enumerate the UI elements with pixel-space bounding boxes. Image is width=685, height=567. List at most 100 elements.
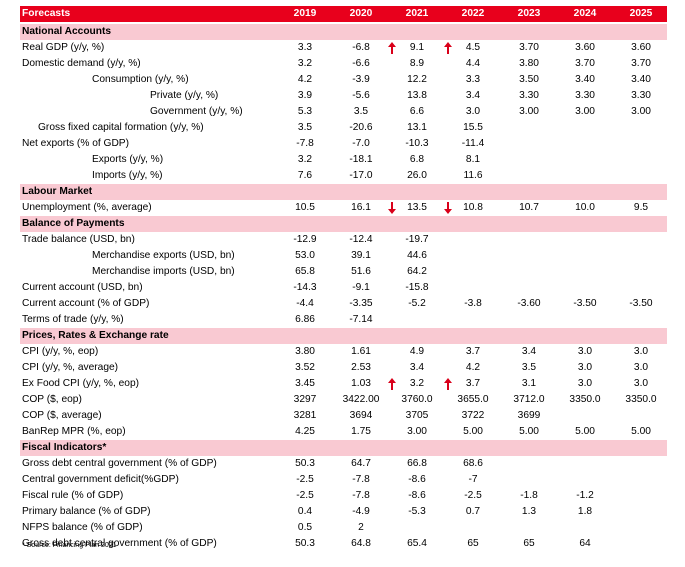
row-label: Fiscal rule (% of GDP) <box>22 490 124 501</box>
value-cell <box>445 520 501 536</box>
year-header: 2021 <box>405 8 429 19</box>
value-cell: 1.61 <box>351 346 371 357</box>
value-cell: 39.1 <box>351 250 371 261</box>
value-cell: -3.35 <box>349 298 373 309</box>
value-cell: 64.8 <box>351 538 371 549</box>
table-row: NFPS balance (% of GDP) 0.5 2 <box>20 520 667 536</box>
value-cell: 4.5 <box>465 42 481 53</box>
value-cell: 3281 <box>293 410 317 421</box>
value-cell <box>501 472 557 488</box>
row-label: Real GDP (y/y, %) <box>22 42 105 53</box>
table-row: Terms of trade (y/y, %) 6.86 -7.14 <box>20 312 667 328</box>
value-cell <box>445 232 501 248</box>
value-cell: 9.1 <box>409 42 425 53</box>
value-cell: 3297 <box>293 394 317 405</box>
value-cell: 3.0 <box>577 378 593 389</box>
value-cell <box>557 472 613 488</box>
value-cell <box>613 120 669 136</box>
value-cell: 15.5 <box>463 122 483 133</box>
row-label: NFPS balance (% of GDP) <box>22 522 143 533</box>
value-cell: 51.6 <box>351 266 371 277</box>
value-cell: 66.8 <box>407 458 427 469</box>
value-cell: 6.86 <box>295 314 315 325</box>
value-cell <box>613 520 669 536</box>
value-cell: -2.5 <box>296 490 314 501</box>
table-row: COP ($, eop) 3297 3422.00 3760.0 3655.0 3712.… <box>20 392 667 408</box>
value-cell: 3.60 <box>631 42 651 53</box>
value-cell: 3.60 <box>575 42 595 53</box>
value-cell: 10.0 <box>575 202 595 213</box>
year-header: 2019 <box>293 8 317 19</box>
value-cell: 3.80 <box>519 58 539 69</box>
value-cell <box>613 280 669 296</box>
row-label: Gross debt central government (% of GDP) <box>22 538 217 549</box>
value-cell: 3.4 <box>465 90 481 101</box>
value-cell <box>613 136 669 152</box>
value-cell: 65 <box>467 538 479 549</box>
value-cell: -14.3 <box>293 282 317 293</box>
value-cell: 64 <box>579 538 591 549</box>
value-cell <box>501 280 557 296</box>
value-cell: 3.0 <box>633 362 649 373</box>
value-cell: 3712.0 <box>513 394 545 405</box>
table-row: CPI (y/y, %, average) 3.52 2.53 3.4 4.2 3.5 3.… <box>20 360 667 376</box>
value-cell: 3.3 <box>297 42 313 53</box>
value-cell: -12.4 <box>349 234 373 245</box>
source-footnote: * Source: Financing Plan 2021 <box>22 542 117 549</box>
value-cell: 2 <box>358 522 364 533</box>
arrow-up-icon <box>388 378 396 390</box>
value-cell: 3.7 <box>465 378 481 389</box>
value-cell: 3.30 <box>519 90 539 101</box>
value-cell: 3.0 <box>633 346 649 357</box>
value-cell: -6.8 <box>352 42 370 53</box>
arrow-up-icon <box>444 378 452 390</box>
value-cell: 1.8 <box>577 506 593 517</box>
value-cell <box>613 488 669 504</box>
value-cell: 4.4 <box>465 58 481 69</box>
value-cell: 10.7 <box>519 202 539 213</box>
value-cell: -17.0 <box>349 170 373 181</box>
value-cell <box>613 456 669 472</box>
table-row: BanRep MPR (%, eop) 4.25 1.75 3.00 5.00 5.00 5… <box>20 424 667 440</box>
value-cell: 5.00 <box>575 426 595 437</box>
value-cell: -6.6 <box>352 58 370 69</box>
value-cell <box>389 520 445 536</box>
value-cell: 1.3 <box>521 506 537 517</box>
value-cell: -15.8 <box>405 282 429 293</box>
value-cell: -7.0 <box>352 138 370 149</box>
value-cell: 65.4 <box>407 538 427 549</box>
row-label: Gross fixed capital formation (y/y, %) <box>38 122 204 133</box>
value-cell: 3.9 <box>297 90 313 101</box>
value-cell: 3.00 <box>519 106 539 117</box>
row-label: CPI (y/y, %, average) <box>22 362 119 373</box>
row-label: Exports (y/y, %) <box>92 154 164 165</box>
row-label: Gross debt central government (% of GDP) <box>22 458 217 469</box>
value-cell: 3.00 <box>575 106 595 117</box>
table-row: Government (y/y, %) 5.3 3.5 6.6 3.0 3.00 3.00 3… <box>20 104 667 120</box>
value-cell: -7 <box>468 474 478 485</box>
value-cell: 6.8 <box>409 154 425 165</box>
row-label: Current account (USD, bn) <box>22 282 143 293</box>
row-label: Primary balance (% of GDP) <box>22 506 151 517</box>
value-cell: 3.70 <box>519 42 539 53</box>
row-label: Current account (% of GDP) <box>22 298 150 309</box>
value-cell <box>557 248 613 264</box>
value-cell <box>501 120 557 136</box>
value-cell <box>501 168 557 184</box>
section-label: Fiscal Indicators* <box>22 442 107 453</box>
value-cell: -1.8 <box>520 490 538 501</box>
value-cell: 4.9 <box>409 346 425 357</box>
value-cell: 11.6 <box>463 170 483 181</box>
value-cell <box>501 232 557 248</box>
value-cell: 1.75 <box>351 426 371 437</box>
value-cell: 3.5 <box>353 106 369 117</box>
value-cell: 5.3 <box>297 106 313 117</box>
table-row: Private (y/y, %) 3.9 -5.6 13.8 3.4 3.30 3.30 3.… <box>20 88 667 104</box>
row-label: Consumption (y/y, %) <box>92 74 189 85</box>
row-label: Trade balance (USD, bn) <box>22 234 135 245</box>
value-cell: 3.52 <box>295 362 315 373</box>
value-cell: 64.7 <box>351 458 371 469</box>
table-title: Forecasts <box>22 8 71 19</box>
value-cell: 44.6 <box>407 250 427 261</box>
section-label: Prices, Rates & Exchange rate <box>22 330 169 341</box>
